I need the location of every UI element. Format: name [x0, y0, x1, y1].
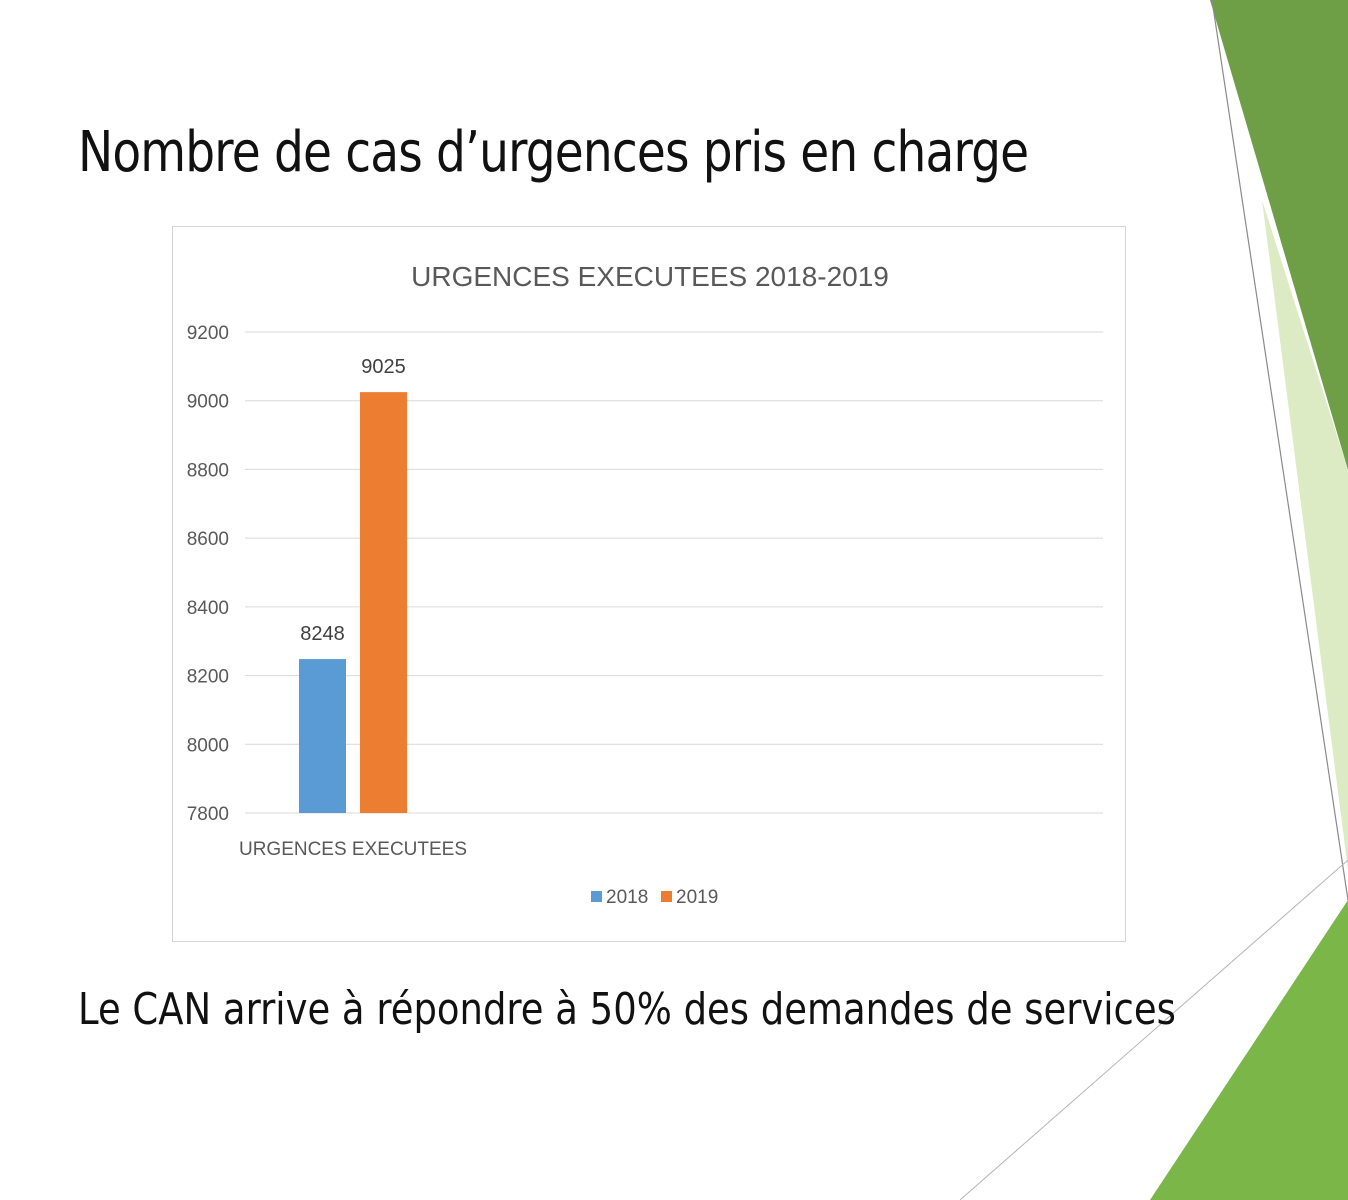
y-tick-label: 8800 — [187, 460, 229, 481]
legend-label-2019: 2019 — [676, 887, 718, 908]
y-tick-label: 8600 — [187, 529, 229, 550]
y-tick-label: 8000 — [187, 735, 229, 756]
data-label-2018: 8248 — [300, 623, 345, 645]
legend-label-2018: 2018 — [606, 887, 648, 908]
bar-2019 — [360, 392, 407, 813]
y-tick-label: 9000 — [187, 392, 229, 413]
legend-swatch-2018 — [591, 891, 602, 902]
data-label-2019: 9025 — [361, 356, 406, 378]
bar-chart: URGENCES EXECUTEES 2018-2019 7800 8000 8200… — [187, 261, 1103, 908]
decor-light-green-band — [1262, 200, 1348, 870]
decor-dark-green-band — [1210, 0, 1348, 470]
y-tick-label: 9200 — [187, 323, 229, 344]
x-category-label: URGENCES EXECUTEES — [239, 839, 467, 860]
slide-title: Nombre de cas d’urgences pris en charge — [78, 120, 1029, 185]
y-tick-label: 7800 — [187, 804, 229, 825]
decor-line — [1211, 0, 1348, 901]
chart-frame: URGENCES EXECUTEES 2018-2019 7800 8000 8200… — [172, 226, 1126, 942]
footer-text: Le CAN arrive à répondre à 50% des deman… — [78, 984, 1176, 1035]
bar-2018 — [299, 659, 346, 813]
y-tick-label: 8200 — [187, 667, 229, 688]
decor-line — [959, 859, 1348, 1200]
y-tick-label: 8400 — [187, 598, 229, 619]
chart-title: URGENCES EXECUTEES 2018-2019 — [411, 261, 889, 292]
decor-green-triangle — [1150, 900, 1348, 1200]
legend-swatch-2019 — [661, 891, 672, 902]
